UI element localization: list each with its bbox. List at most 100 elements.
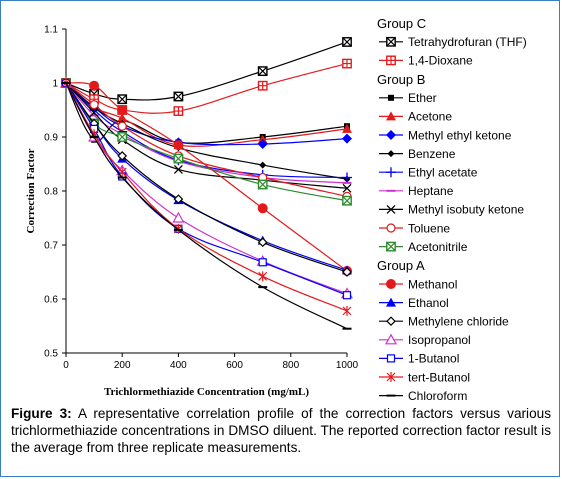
series-layer: [59, 37, 354, 330]
y-tick-label: 1.1: [44, 25, 58, 36]
data-point-tetrahydrofuran-thf-1000-cross: [342, 37, 352, 47]
x-axis-title: Trichlormethiazide Concentration (mg/mL): [104, 386, 309, 398]
legend-group-title: Group A: [377, 258, 425, 273]
data-point-toluene-100: [89, 99, 99, 110]
series-line-tetrahydrofuran-thf: [65, 41, 348, 101]
y-tick-label: 1: [52, 79, 58, 90]
x-tick-label: 0: [63, 360, 69, 371]
legend-marker-toluene: [386, 223, 396, 233]
legend-item-1-butanol: 1-Butanol: [379, 352, 459, 366]
legend-label-ethyl-acetate: Ethyl acetate: [408, 166, 478, 180]
data-point-1-butanol-1000: [342, 291, 352, 300]
legend-label-tert-butanol: tert-Butanol: [408, 370, 470, 384]
legend-marker-acetone: [386, 111, 396, 121]
series-1-4-dioxane: [61, 58, 352, 116]
data-point-methylene-chloride-1000: [342, 267, 352, 277]
data-point-methanol-400: [173, 140, 184, 151]
legend-marker-methyl-ethyl-ketone: [386, 130, 396, 140]
legend-item-methyl-isobuty-ketone: Methyl isobuty ketone: [379, 203, 524, 217]
legend-item-chloroform: Chloroform: [379, 389, 467, 401]
data-point-tetrahydrofuran-thf-200-cross: [117, 94, 127, 104]
legend-label-methyl-ethyl-ketone: Methyl ethyl ketone: [408, 128, 512, 142]
data-point-ethyl-acetate-1000: [342, 172, 352, 183]
series-line-1-butanol: [65, 82, 348, 296]
data-point-acetone-200: [117, 113, 128, 123]
data-point-tetrahydrofuran-thf-700-cross: [258, 66, 268, 76]
data-point-acetonitrile-1000-cross: [342, 196, 352, 206]
data-point-methanol-700: [257, 203, 268, 214]
data-point-methyl-ethyl-ketone-700: [257, 139, 268, 150]
y-tick-label: 0.7: [44, 241, 58, 252]
legend-item-methyl-ethyl-ketone: Methyl ethyl ketone: [379, 128, 512, 142]
data-point-methyl-isobuty-ketone-1000: [342, 183, 352, 193]
legend-item-ether: Ether: [379, 91, 437, 105]
y-tick-label: 0.6: [44, 295, 58, 306]
x-tick-label: 400: [170, 360, 187, 371]
data-point-methanol-100: [89, 80, 100, 91]
legend-label-toluene: Toluene: [408, 221, 450, 235]
legend-item-methanol: Methanol: [379, 277, 457, 291]
series-line-1-4-dioxane: [65, 62, 348, 114]
data-point-acetonitrile-700-cross: [258, 179, 268, 190]
y-tick-label: 0.5: [44, 349, 58, 360]
legend-marker-isopropanol: [384, 333, 398, 345]
legend-item-tert-butanol: tert-Butanol: [379, 370, 470, 384]
legend: Group C Tetrahydrofuran (THF) 1,4-Dioxane G…: [377, 16, 527, 401]
data-point-methylene-chloride-200: [117, 151, 128, 161]
legend-marker-ether: [388, 94, 394, 101]
data-point-methanol-200: [117, 105, 128, 115]
x-tick-label: 1000: [336, 360, 359, 371]
legend-item-isopropanol: Isopropanol: [379, 333, 471, 347]
data-point-methylene-chloride-700: [257, 237, 268, 248]
legend-label-isopropanol: Isopropanol: [408, 333, 471, 347]
legend-item-toluene: Toluene: [379, 221, 450, 235]
series-line-chloroform: [65, 82, 348, 330]
legend-item-acetone: Acetone: [379, 110, 452, 124]
legend-label-1-4-dioxane: 1,4-Dioxane: [408, 54, 473, 68]
series-methyl-isobuty-ketone: [61, 78, 352, 193]
series-methylene-chloride: [61, 78, 352, 277]
legend-marker-1-butanol: [386, 354, 396, 363]
legend-group-title: Group C: [377, 16, 426, 31]
legend-marker-methylene-chloride: [386, 316, 396, 327]
legend-item-heptane: Heptane: [379, 184, 454, 198]
data-point-methyl-ethyl-ketone-1000: [342, 133, 352, 144]
legend-item-tetrahydrofuran-thf: Tetrahydrofuran (THF): [379, 35, 527, 49]
legend-marker-methanol: [386, 279, 396, 289]
data-point-toluene-200: [117, 121, 127, 131]
legend-item-benzene: Benzene: [379, 147, 456, 161]
data-point-tert-butanol-700: [258, 271, 268, 282]
x-tick-label: 600: [226, 360, 243, 371]
data-point-1-4-dioxane-400-cross: [174, 106, 183, 116]
data-point-acetone-1000: [342, 123, 352, 133]
legend-item-1-4-dioxane: 1,4-Dioxane: [379, 54, 473, 68]
legend-marker-tert-butanol: [386, 372, 396, 382]
legend-marker-methyl-isobuty-ketone: [386, 204, 396, 214]
figure-caption: Figure 3: A representative correlation p…: [11, 405, 551, 456]
legend-label-ether: Ether: [408, 91, 437, 105]
series-chloroform: [61, 82, 352, 330]
legend-label-tetrahydrofuran-thf: Tetrahydrofuran (THF): [408, 35, 527, 49]
caption-label: Figure 3:: [11, 406, 72, 421]
data-point-tert-butanol-1000: [342, 305, 352, 316]
series-line-isopropanol: [65, 82, 348, 295]
legend-label-1-butanol: 1-Butanol: [408, 352, 459, 366]
series-ethanol: [61, 78, 352, 275]
series-line-toluene: [65, 82, 348, 197]
data-point-benzene-700: [259, 161, 267, 169]
data-point-1-butanol-700: [258, 258, 267, 267]
y-tick-label: 0.9: [44, 133, 58, 144]
legend-label-methanol: Methanol: [408, 277, 457, 291]
legend-label-benzene: Benzene: [408, 147, 456, 161]
axes: 0.5 0.6 0.7 0.8 0.9 1 1.1 0 200 400 600 800 1000 Tric…: [25, 25, 359, 399]
data-point-methyl-isobuty-ketone-100: [89, 108, 99, 118]
y-tick-label: 0.8: [44, 187, 58, 198]
legend-label-ethanol: Ethanol: [408, 296, 449, 310]
data-point-1-4-dioxane-700-cross: [258, 81, 267, 90]
legend-item-methylene-chloride: Methylene chloride: [379, 315, 509, 329]
legend-marker-ethanol: [386, 297, 396, 307]
data-point-isopropanol-400: [172, 211, 185, 223]
legend-group-title: Group B: [377, 72, 425, 87]
legend-label-chloroform: Chloroform: [408, 389, 467, 401]
